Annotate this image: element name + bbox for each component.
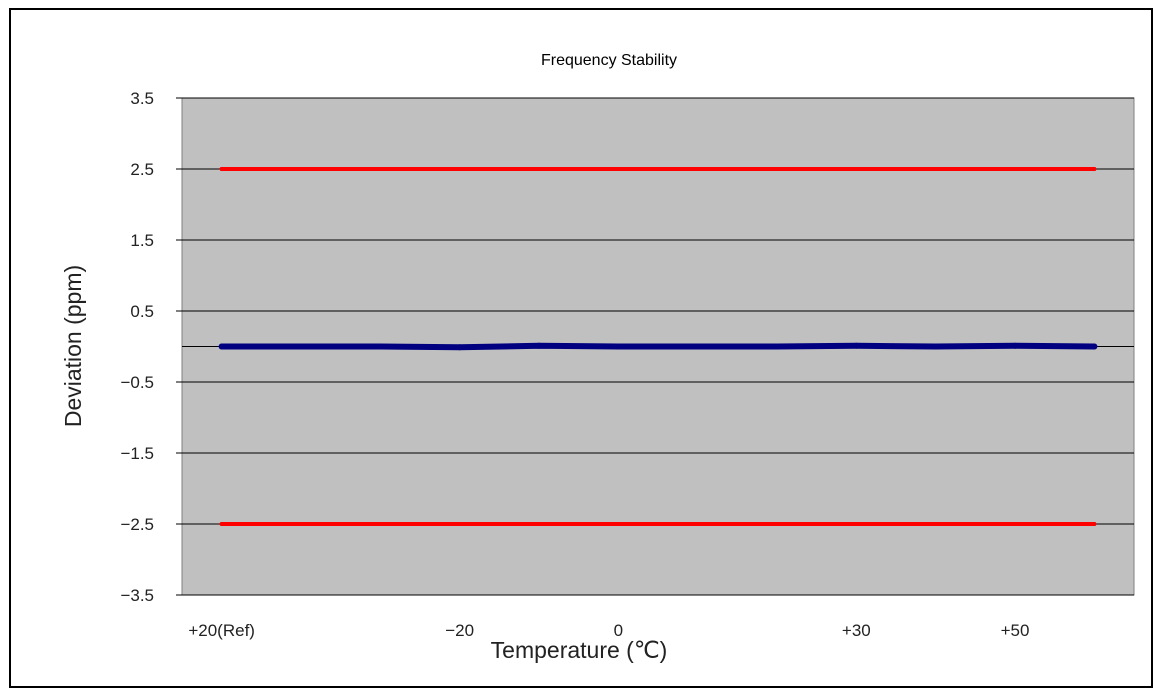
data-point bbox=[854, 522, 859, 526]
x-tick-label: +30 bbox=[842, 621, 871, 640]
data-point bbox=[616, 167, 621, 171]
y-tick-label: 2.5 bbox=[130, 160, 154, 179]
data-point bbox=[1092, 522, 1097, 526]
data-point bbox=[694, 343, 701, 350]
data-point bbox=[219, 167, 224, 171]
data-point bbox=[456, 344, 463, 351]
y-tick-label: −0.5 bbox=[120, 373, 154, 392]
series-0 bbox=[219, 167, 1097, 171]
series-2 bbox=[219, 522, 1097, 526]
data-point bbox=[932, 343, 939, 350]
data-point bbox=[775, 522, 779, 526]
data-point bbox=[537, 167, 541, 171]
data-point bbox=[1013, 522, 1017, 526]
y-tick-label: −1.5 bbox=[120, 444, 154, 463]
y-axis-label: Deviation (ppm) bbox=[60, 265, 86, 427]
y-tick-label: 0.5 bbox=[130, 302, 154, 321]
series-layer bbox=[218, 167, 1098, 526]
x-tick-label: 0 bbox=[614, 621, 623, 640]
data-point bbox=[1012, 342, 1018, 349]
data-point bbox=[378, 167, 383, 171]
data-point bbox=[299, 522, 303, 526]
chart-frame: Frequency Stability 3.5 2.5 1.5 0.5 −0.5 −1.5… bbox=[9, 8, 1153, 688]
data-point bbox=[774, 343, 780, 350]
y-tick-label: 3.5 bbox=[130, 89, 154, 108]
data-point bbox=[298, 343, 304, 350]
y-tick-labels: 3.5 2.5 1.5 0.5 −0.5 −1.5 −2.5 −3.5 bbox=[120, 89, 154, 605]
data-point bbox=[457, 167, 462, 171]
data-point bbox=[853, 342, 860, 349]
data-point bbox=[615, 343, 622, 350]
x-tick-label: −20 bbox=[445, 621, 474, 640]
chart-title: Frequency Stability bbox=[541, 52, 677, 69]
data-point bbox=[299, 167, 303, 171]
data-point bbox=[854, 167, 859, 171]
x-tick-label: +20(Ref) bbox=[188, 621, 255, 640]
data-point bbox=[219, 522, 224, 526]
y-tick-label: −2.5 bbox=[120, 515, 154, 534]
series-1 bbox=[218, 342, 1098, 351]
data-point bbox=[695, 522, 700, 526]
data-point bbox=[218, 343, 225, 350]
data-point bbox=[1091, 343, 1098, 350]
data-point bbox=[616, 522, 621, 526]
data-point bbox=[536, 342, 542, 349]
data-point bbox=[537, 522, 541, 526]
data-point bbox=[933, 167, 938, 171]
data-point bbox=[1092, 167, 1097, 171]
x-axis-label: Temperature (℃) bbox=[491, 637, 668, 663]
data-point bbox=[378, 522, 383, 526]
data-point bbox=[377, 343, 384, 350]
data-point bbox=[695, 167, 700, 171]
y-tick-label: −3.5 bbox=[120, 586, 154, 605]
data-point bbox=[457, 522, 462, 526]
data-point bbox=[933, 522, 938, 526]
data-point bbox=[775, 167, 779, 171]
series-line bbox=[218, 342, 1098, 351]
x-tick-label: +50 bbox=[1001, 621, 1030, 640]
x-tick-labels: +20(Ref) −20 0 +30 +50 bbox=[188, 621, 1029, 640]
data-point bbox=[1013, 167, 1017, 171]
y-tick-label: 1.5 bbox=[130, 231, 154, 250]
frequency-stability-chart: Frequency Stability 3.5 2.5 1.5 0.5 −0.5 −1.5… bbox=[60, 52, 1135, 663]
